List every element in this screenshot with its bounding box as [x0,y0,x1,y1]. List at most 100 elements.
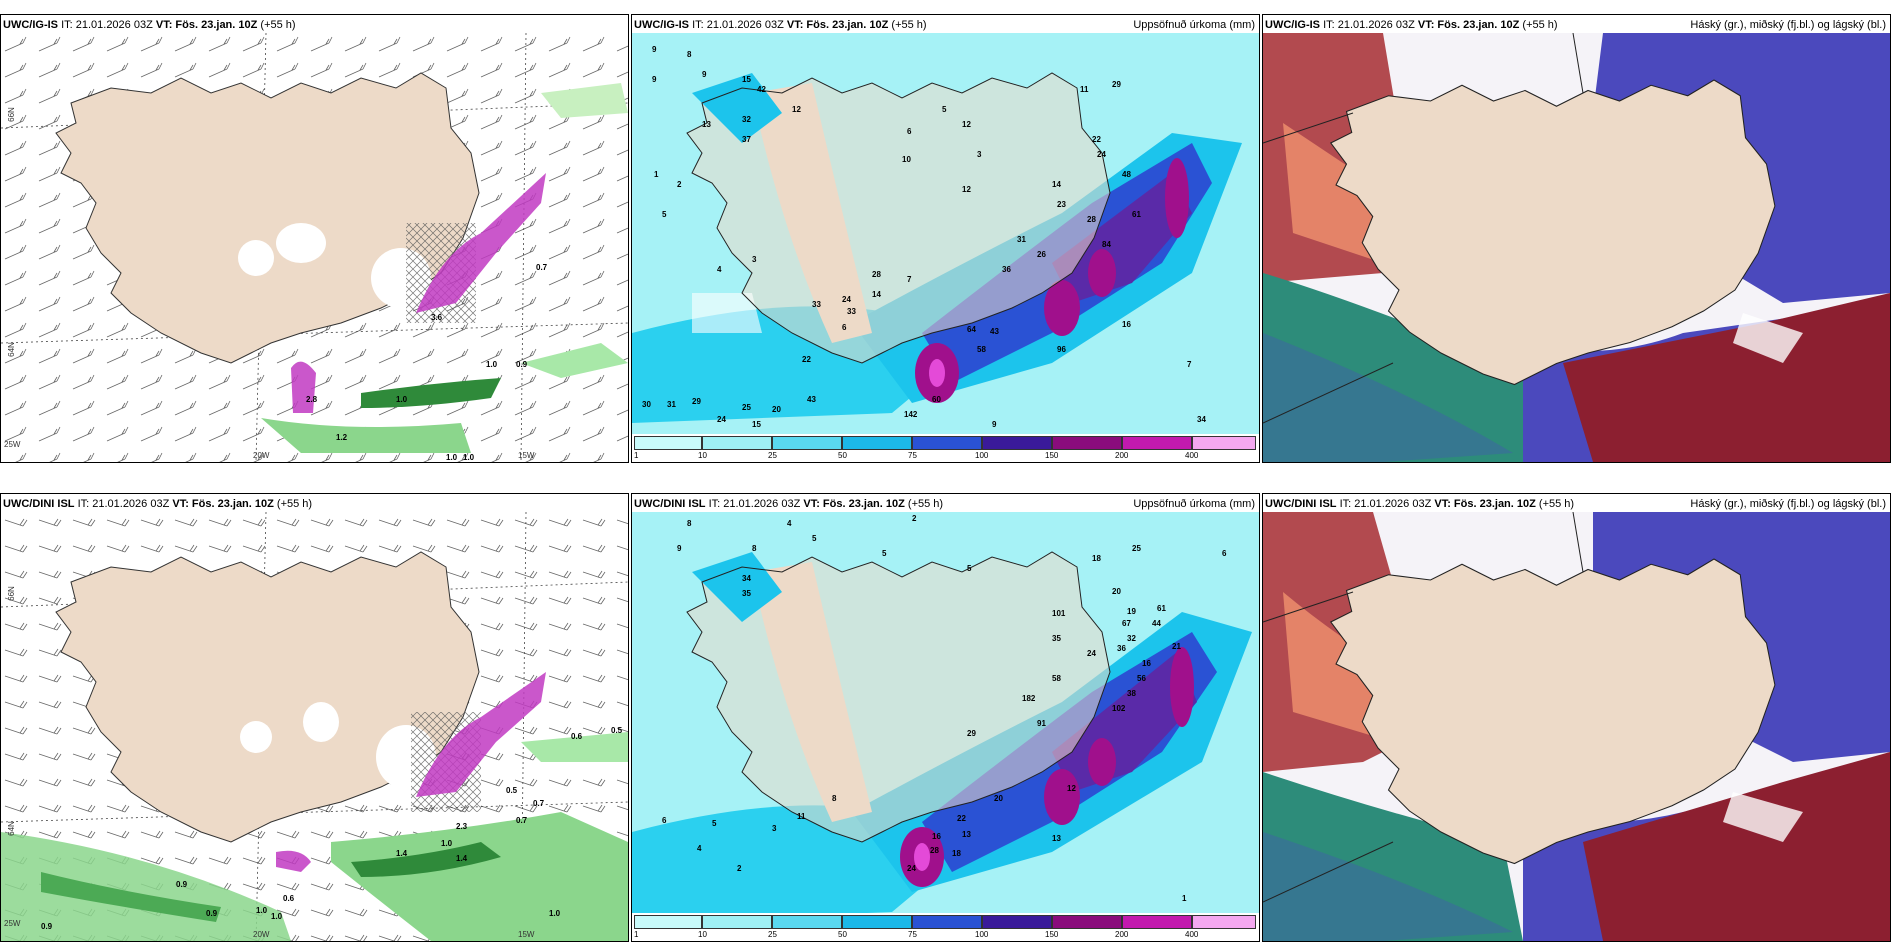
precip-value-label: 13 [962,830,971,839]
lon-label: 25W [4,919,21,928]
precip-value-label: 64 [967,325,976,334]
panel-subtitle: Uppsöfnuð úrkoma (mm) [1133,19,1255,31]
lon-label: 20W [253,451,270,460]
lat-label: 66N [6,586,16,601]
wind-precip-panel-bottom: UWC/DINI ISL IT: 21.01.2026 03Z VT: Fös.… [0,493,629,942]
precip-value-label: 5 [882,549,887,558]
precip-value-label: 5 [967,564,972,573]
precip-value-label: 67 [1122,619,1131,628]
precip-value-label: 3 [977,150,982,159]
precip-value-label: 35 [742,589,751,598]
precip-value-label: 5 [812,534,817,543]
cloud-panel-bottom: UWC/DINI ISL IT: 21.01.2026 03Z VT: Fös.… [1262,493,1891,942]
precip-value-label: 32 [742,115,751,124]
wind-value-label: 1.0 [441,839,453,848]
precip-value-label: 4 [717,265,722,274]
precip-value-label: 38 [1127,689,1136,698]
wind-value-label: 0.7 [536,263,548,272]
precip-value-label: 6 [1222,549,1227,558]
panel-subtitle: Uppsöfnuð úrkoma (mm) [1133,498,1255,510]
wind-value-label: 1.0 [463,453,475,462]
wind-value-label: 0.7 [516,816,528,825]
precip-value-label: 6 [842,323,847,332]
precip-value-label: 12 [792,105,801,114]
precip-value-label: 20 [772,405,781,414]
precip-value-label: 20 [1112,587,1121,596]
precip-value-label: 56 [1137,674,1146,683]
panel-subtitle: Háský (gr.), miðský (fj.bl.) og lágský (… [1690,19,1886,31]
precip-value-label: 19 [1127,607,1136,616]
wind-value-label: 0.5 [611,726,623,735]
precip-colorbar: 1 10 25 50 75 100 150 200 400 [632,913,1259,941]
precip-value-label: 9 [652,75,657,84]
precip-value-label: 8 [687,519,692,528]
precip-value-label: 182 [1022,694,1036,703]
precip-value-label: 35 [1052,634,1061,643]
wind-value-label: 1.0 [396,395,408,404]
precip-value-label: 34 [1197,415,1206,424]
precip-value-label: 101 [1052,609,1066,618]
precip-value-label: 2 [912,514,917,523]
lon-label: 15W [518,930,535,939]
wind-value-label: 0.9 [41,922,53,931]
precip-value-label: 16 [1142,659,1151,668]
precip-value-label: 24 [1087,649,1096,658]
cloud-map [1263,33,1890,462]
precip-value-label: 8 [687,50,692,59]
lat-label: 64N [6,821,16,836]
precip-value-label: 4 [697,844,702,853]
wind-value-label: 0.5 [506,786,518,795]
precip-value-label: 30 [642,400,651,409]
precip-value-label: 7 [1187,360,1192,369]
wind-value-label: 1.0 [549,909,561,918]
precip-value-label: 84 [1102,240,1111,249]
precip-value-label: 15 [752,420,761,429]
precip-value-label: 24 [1097,150,1106,159]
lon-label: 15W [518,451,535,460]
precip-value-label: 43 [990,327,999,336]
precip-value-label: 12 [962,185,971,194]
precip-value-label: 25 [742,403,751,412]
wind-value-label: 1.2 [336,433,348,442]
precip-value-label: 91 [1037,719,1046,728]
precip-value-label: 48 [1122,170,1131,179]
precip-value-label: 60 [932,395,941,404]
lat-label: 66N [6,107,16,122]
precip-map [632,512,1259,941]
wind-map [1,512,628,941]
precip-value-label: 26 [1037,250,1046,259]
wind-value-label: 2.3 [456,822,468,831]
precip-value-label: 5 [662,210,667,219]
precip-value-label: 37 [742,135,751,144]
lat-label: 64N [6,342,16,357]
precip-value-label: 36 [1117,644,1126,653]
wind-value-label: 0.6 [571,732,583,741]
precip-value-label: 96 [1057,345,1066,354]
precip-value-label: 61 [1132,210,1141,219]
precip-value-label: 4 [787,519,792,528]
precip-value-label: 15 [742,75,751,84]
precip-value-label: 142 [904,410,918,419]
wind-value-label: 0.7 [533,799,545,808]
precip-value-label: 24 [842,295,851,304]
wind-value-label: 1.4 [396,849,408,858]
precip-value-label: 3 [752,255,757,264]
precip-value-label: 12 [962,120,971,129]
precip-value-label: 14 [872,290,881,299]
precip-value-label: 9 [652,45,657,54]
precip-value-label: 16 [1122,320,1131,329]
precip-value-label: 29 [1112,80,1121,89]
precip-value-label: 22 [1092,135,1101,144]
cloud-map [1263,512,1890,941]
precip-value-label: 32 [1127,634,1136,643]
precip-value-label: 21 [1172,642,1181,651]
wind-precip-panel-top: UWC/IG-IS IT: 21.01.2026 03Z VT: Fös. 23… [0,14,629,463]
precip-value-label: 42 [757,85,766,94]
precip-value-label: 58 [977,345,986,354]
precip-value-label: 29 [692,397,701,406]
precip-value-label: 33 [812,300,821,309]
wind-value-label: 3.6 [431,313,443,322]
precip-value-label: 14 [1052,180,1061,189]
wind-value-label: 0.9 [206,909,218,918]
wind-value-label: 0.9 [176,880,188,889]
